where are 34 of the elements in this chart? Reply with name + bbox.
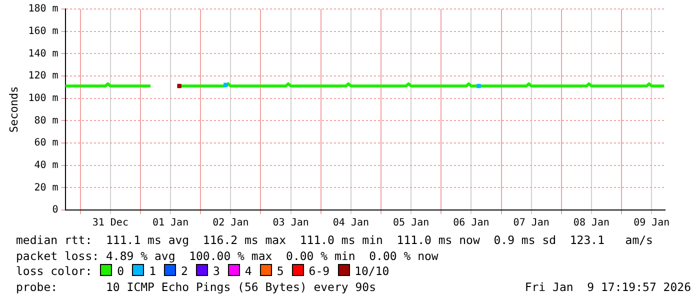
x-tick-label: 07 Jan	[513, 218, 550, 229]
x-tick-label: 31 Dec	[92, 218, 128, 229]
y-tick-label: 160 m	[28, 26, 58, 37]
x-tick-label: 01 Jan	[152, 218, 189, 229]
x-tick-label: 03 Jan	[272, 218, 309, 229]
legend-label: 2	[181, 264, 188, 278]
text: probe: 10 ICMP Echo Pings (56 Bytes) every 90s	[16, 280, 376, 294]
legend-label: 1	[149, 264, 156, 278]
legend-title: loss color:	[16, 264, 92, 278]
legend-label: 10/10	[354, 264, 390, 278]
legend-label: 0	[117, 264, 124, 278]
x-tick-label: 02 Jan	[212, 218, 249, 229]
y-tick-label: 60 m	[34, 138, 58, 149]
y-axis-title: Seconds	[7, 86, 20, 133]
y-tick-label: 120 m	[28, 70, 58, 82]
y-tick-label: 0	[52, 204, 58, 216]
y-tick-label: 140 m	[28, 48, 58, 60]
text: Fri Jan 9 17:19:57 2026	[524, 280, 691, 295]
legend-label: 3	[212, 264, 220, 278]
y-tick-label: 180 m	[28, 4, 58, 15]
legend-label: 6-9	[308, 264, 330, 278]
legend-label: 4	[244, 264, 252, 278]
y-tick-label: 20 m	[34, 182, 58, 194]
x-tick-label: 05 Jan	[393, 218, 430, 229]
x-tick-label: 04 Jan	[332, 218, 370, 229]
y-tick-label: 80 m	[34, 115, 58, 126]
x-tick-label: 06 Jan	[453, 218, 490, 229]
legend-label: 5	[276, 264, 284, 278]
text: median rtt: 111.1 ms avg 116.2 ms max 111.0 ms min 111.0 ms now 0.9 ms sd 123.1 am/s	[16, 233, 654, 248]
x-tick-label: 08 Jan	[573, 218, 610, 229]
y-tick-label: 40 m	[34, 160, 58, 171]
text: packet loss: 4.89 % avg 100.00 % max 0.00 % min 0.00 % now	[16, 248, 440, 264]
x-tick-label: 09 Jan	[634, 218, 670, 229]
y-tick-label: 100 m	[28, 92, 58, 104]
